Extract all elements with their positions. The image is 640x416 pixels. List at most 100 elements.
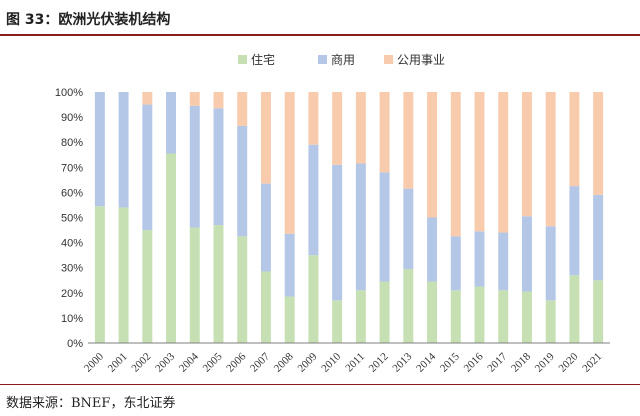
bar-segment [237,125,248,237]
legend-swatch [384,55,393,64]
title-rule [0,34,640,36]
x-tick-label: 2001 [106,351,130,375]
bar-segment [332,300,343,343]
bar-segment [237,236,248,343]
source-note: 数据来源：BNEF，东北证券 [6,396,176,411]
y-tick-label: 40% [61,238,83,250]
bar-segment [474,286,485,343]
bar-segment [189,92,200,106]
x-tick-label: 2007 [248,350,272,374]
x-tick-label: 2011 [343,351,367,375]
bar-segment [237,92,248,126]
bar-segment [166,92,177,154]
x-tick-label: 2009 [295,350,319,374]
legend-swatch [318,55,327,64]
legend: 住宅 商用 公用事业 [238,52,445,67]
legend-label: 公用事业 [397,53,445,67]
bar-segment [545,92,556,227]
y-tick-label: 30% [61,263,83,275]
bar-segment [379,92,390,173]
bar-segment [569,92,580,187]
x-tick-label: 2006 [224,350,248,374]
bar-segment [498,232,509,291]
bar-segment [521,92,532,217]
x-tick-label: 2002 [129,351,153,375]
x-tick-label: 2014 [414,350,438,374]
x-tick-label: 2012 [367,351,391,375]
source-rule [0,384,640,385]
bar-segment [118,92,129,208]
bar-segment [498,290,509,343]
y-tick-label: 10% [61,313,83,325]
bar-segment [355,163,366,291]
x-tick-label: 2004 [177,350,201,374]
bar-segment [284,92,295,234]
bar-segment [213,108,224,226]
stacked-bar-chart: 住宅 商用 公用事业 0% 10% 20% 30% 40% 50% 60% 70% 80% 90% 10… [55,52,610,375]
x-tick-label: 2000 [82,350,106,374]
bar-segment [521,216,532,292]
bar-segment [355,290,366,343]
bar-segment [593,280,604,343]
y-tick-label: 20% [61,288,83,300]
bar-segment [593,194,604,281]
y-tick-label: 50% [61,213,83,225]
y-tick-label: 90% [61,112,83,124]
bar-segment [474,231,485,287]
bar-segment [213,225,224,343]
bar-segment [450,236,461,291]
bar-segment [308,255,319,343]
bar-segment [355,92,366,164]
bar-segment [166,153,177,343]
x-tick-label: 2013 [390,350,414,374]
bar-segment [521,291,532,343]
y-tick-label: 80% [61,137,83,149]
bar-segment [142,92,153,105]
bar-segment [427,92,438,218]
y-axis: 0% 10% 20% 30% 40% 50% 60% 70% 80% 90% 100% [55,87,83,350]
bar-segment [427,281,438,343]
bar-segment [260,92,271,184]
bar-segment [403,92,414,189]
bar-segment [403,188,414,269]
bar-segment [332,92,343,165]
x-tick-label: 2021 [580,351,604,375]
x-tick-label: 2005 [201,350,225,374]
bar-segment [427,217,438,282]
bar-segment [213,92,224,109]
legend-label: 商用 [331,52,355,67]
bar-segment [308,92,319,145]
x-tick-label: 2016 [462,350,486,374]
y-tick-label: 60% [61,187,83,199]
bar-segment [332,164,343,301]
bars [94,92,604,343]
bar-segment [189,105,200,228]
bar-segment [118,207,129,343]
bar-segment [474,92,485,232]
x-tick-label: 2003 [153,350,177,374]
x-tick-label: 2017 [485,350,509,374]
bar-segment [94,206,105,343]
bar-segment [142,230,153,343]
bar-segment [569,186,580,276]
bar-segment [379,172,390,282]
y-tick-label: 0% [67,338,83,350]
bar-segment [284,233,295,297]
y-tick-label: 100% [55,87,83,99]
legend-label: 住宅 [251,52,275,67]
bar-segment [569,275,580,343]
x-tick-label: 2019 [533,350,557,374]
bar-segment [308,144,319,256]
bar-segment [498,92,509,233]
x-tick-label: 2010 [319,350,343,374]
bar-segment [142,104,153,231]
bar-segment [450,92,461,237]
bar-segment [94,92,105,207]
x-axis: 2000 2001 2002 2003 2004 2005 2006 2007 2008 2009… [82,342,610,375]
bar-segment [403,268,414,343]
x-tick-label: 2020 [556,350,580,374]
bar-segment [284,296,295,343]
x-tick-label: 2015 [438,350,462,374]
bar-segment [545,300,556,343]
bar-segment [593,92,604,195]
